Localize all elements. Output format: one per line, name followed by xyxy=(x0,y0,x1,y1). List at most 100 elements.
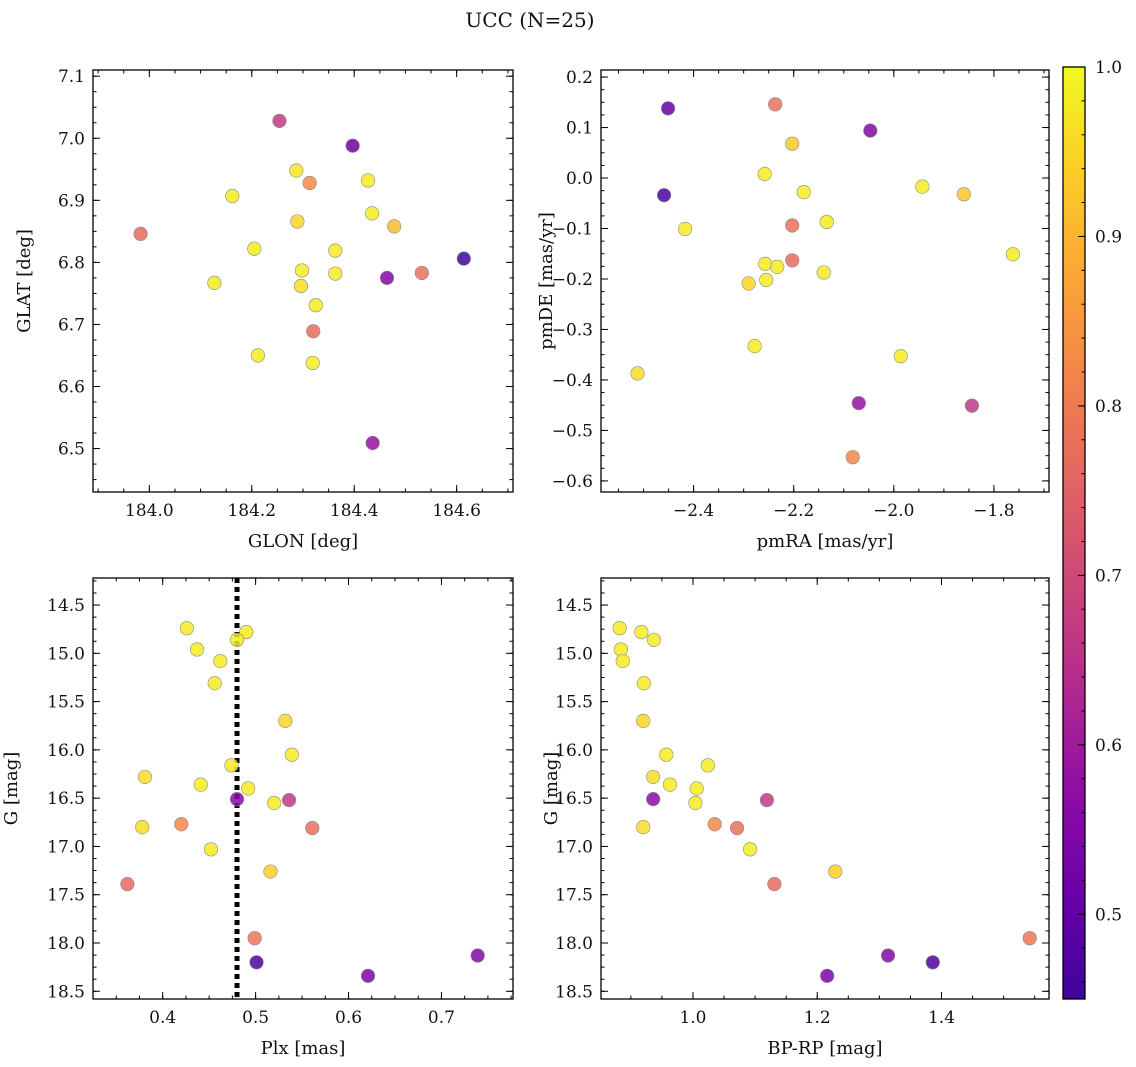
data-point xyxy=(743,842,758,857)
data-point xyxy=(365,206,380,221)
y-tick-label: −0.5 xyxy=(552,421,593,441)
data-point xyxy=(290,214,305,229)
data-point xyxy=(305,355,320,371)
data-point xyxy=(289,163,304,178)
x-tick-label: 184.6 xyxy=(432,501,481,521)
y-tick-label: −0.2 xyxy=(552,270,593,290)
data-point xyxy=(225,188,240,204)
data-point xyxy=(224,758,239,773)
colorbar: 0.5 0.6 0.7 0.8 0.9 1.0 xyxy=(1062,58,1122,1000)
data-point xyxy=(308,298,323,313)
data-point xyxy=(662,777,678,792)
y-tick-label: 0.0 xyxy=(566,169,593,189)
data-point xyxy=(306,324,321,339)
y-tick-label: 14.5 xyxy=(47,596,85,616)
colorbar-tick-label: 1.0 xyxy=(1095,58,1122,78)
data-point xyxy=(379,270,395,285)
y-tick-label: 15.5 xyxy=(555,693,593,713)
data-point xyxy=(612,621,627,636)
x-tick-label: 0.5 xyxy=(242,1008,269,1028)
data-point xyxy=(646,769,661,785)
y-tick-label: 6.5 xyxy=(58,440,85,460)
data-point xyxy=(880,948,896,963)
data-point xyxy=(636,713,651,729)
data-point xyxy=(239,624,254,640)
axis-ticks: 184.0 184.2 184.4 184.6 6.5 6.6 6.7 6.8 6.9 7.0 7.… xyxy=(58,67,513,521)
x-tick-label: −2.0 xyxy=(873,501,914,521)
data-point xyxy=(770,259,785,274)
data-point xyxy=(747,339,762,354)
y-tick-label: 17.0 xyxy=(555,837,593,857)
data-point xyxy=(819,214,834,230)
data-point xyxy=(646,792,661,807)
x-tick-label: 0.7 xyxy=(428,1008,455,1028)
data-point xyxy=(387,219,402,234)
data-point xyxy=(636,676,651,691)
data-point xyxy=(729,820,745,836)
y-tick-label: 14.5 xyxy=(555,596,593,616)
y-tick-label: 17.5 xyxy=(555,886,593,906)
data-points xyxy=(120,621,485,983)
x-tick-label: 0.4 xyxy=(149,1008,176,1028)
data-point xyxy=(456,251,471,266)
colorbar-tick-label: 0.7 xyxy=(1095,566,1122,586)
data-point xyxy=(470,948,485,963)
x-tick-label: 1.2 xyxy=(804,1008,831,1028)
data-point xyxy=(796,185,811,200)
data-point xyxy=(203,842,219,857)
data-point xyxy=(1005,247,1021,262)
y-tick-label: 6.7 xyxy=(58,315,85,335)
y-tick-label: 15.0 xyxy=(555,644,593,664)
data-point xyxy=(263,864,278,879)
data-point xyxy=(207,275,222,290)
data-points xyxy=(133,113,471,451)
data-point xyxy=(278,713,293,729)
data-point xyxy=(137,769,153,785)
x-axis-label: Plx [mas] xyxy=(261,1038,346,1059)
data-point xyxy=(689,781,704,796)
data-point xyxy=(630,366,645,381)
colorbar-frame xyxy=(1062,66,1086,1000)
x-tick-label: 184.0 xyxy=(125,501,174,521)
data-point xyxy=(272,113,287,128)
data-point xyxy=(759,272,774,288)
figure-title: UCC (N=25) xyxy=(465,8,594,32)
x-tick-label: −2.2 xyxy=(773,501,814,521)
data-point xyxy=(828,864,843,879)
y-tick-label: 6.8 xyxy=(58,253,85,273)
data-point xyxy=(759,792,775,808)
y-tick-label: 18.0 xyxy=(47,934,85,954)
data-points xyxy=(612,621,1037,983)
data-point xyxy=(250,348,266,363)
y-tick-label: 15.0 xyxy=(47,644,85,664)
y-tick-label: −0.1 xyxy=(552,220,593,240)
data-point xyxy=(741,276,756,291)
panel-2: −2.4 −2.2 −2.0 −1.8 −0.6 −0.5 −0.4 −0.3 −0.2 −0.1… xyxy=(536,68,1050,552)
data-point xyxy=(179,621,194,636)
y-axis-label: GLAT [deg] xyxy=(14,229,35,333)
y-tick-label: 16.0 xyxy=(47,741,85,761)
colorbar-gradient xyxy=(1063,67,1085,999)
x-tick-label: −2.4 xyxy=(673,501,714,521)
data-point xyxy=(915,179,930,194)
data-point xyxy=(328,243,343,258)
data-point xyxy=(956,187,972,202)
data-point xyxy=(816,265,831,280)
data-point xyxy=(758,256,773,271)
y-tick-label: 16.0 xyxy=(555,741,593,761)
y-axis-label: G [mag] xyxy=(541,752,562,825)
data-point xyxy=(646,632,661,647)
data-point xyxy=(785,253,800,268)
data-point xyxy=(305,820,320,836)
data-point xyxy=(656,188,672,203)
data-point xyxy=(700,758,715,773)
data-point xyxy=(284,747,299,762)
data-point xyxy=(925,955,940,970)
data-point xyxy=(247,931,262,946)
data-point xyxy=(207,676,222,691)
data-point xyxy=(660,101,676,116)
x-tick-label: 1.4 xyxy=(928,1008,955,1028)
axis-ticks: 0.4 0.5 0.6 0.7 14.5 15.0 15.5 16.0 16.5 17.0 17.5… xyxy=(47,578,513,1028)
data-point xyxy=(659,747,674,762)
